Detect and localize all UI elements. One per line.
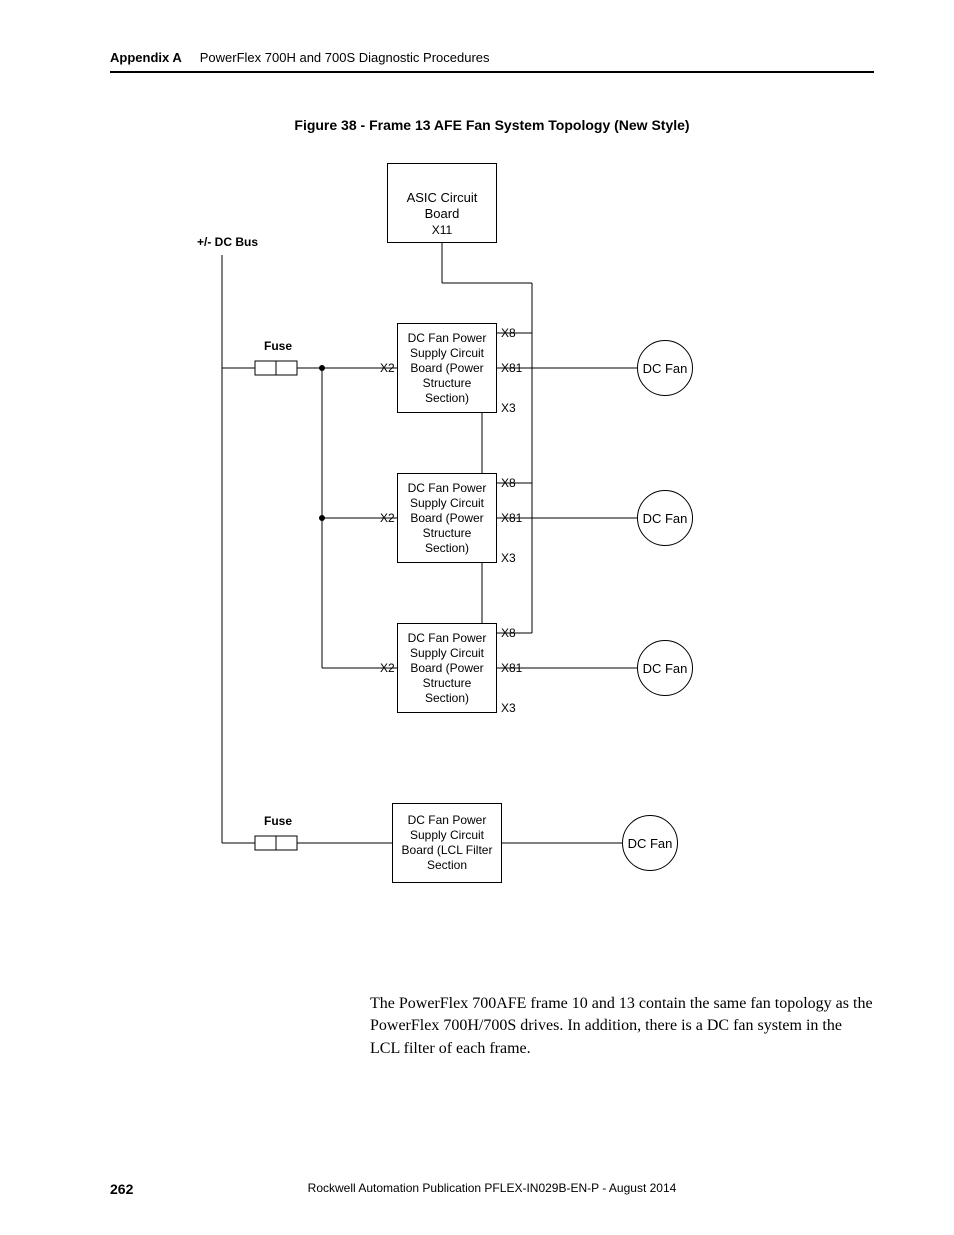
b1-x81: X81 <box>501 361 522 375</box>
page-footer: 262 Rockwell Automation Publication PFLE… <box>110 1181 874 1197</box>
lcl-board-text: DC Fan Power Supply Circuit Board (LCL F… <box>393 813 501 873</box>
b1-x8: X8 <box>501 326 516 340</box>
lcl-board: DC Fan Power Supply Circuit Board (LCL F… <box>392 803 502 883</box>
body-paragraph: The PowerFlex 700AFE frame 10 and 13 con… <box>370 993 874 1060</box>
asic-board-text: ASIC Circuit Board <box>388 184 496 223</box>
b1-x2: X2 <box>380 361 395 375</box>
dc-fan-2: DC Fan <box>637 490 693 546</box>
figure-title: Figure 38 - Frame 13 AFE Fan System Topo… <box>110 117 874 133</box>
b3-x3: X3 <box>501 701 516 715</box>
dc-fan-1-label: DC Fan <box>643 361 688 376</box>
asic-board-box: ASIC Circuit Board X11 <box>387 163 497 243</box>
dc-fan-3: DC Fan <box>637 640 693 696</box>
fan-board-3: DC Fan Power Supply Circuit Board (Power… <box>397 623 497 713</box>
dc-bus-label: +/- DC Bus <box>197 235 258 249</box>
header-rule <box>110 71 874 73</box>
diagram-area: +/- DC Bus Fuse Fuse ASIC Circuit Board … <box>192 163 792 943</box>
dc-fan-3-label: DC Fan <box>643 661 688 676</box>
b3-x2: X2 <box>380 661 395 675</box>
b2-x81: X81 <box>501 511 522 525</box>
fan-board-1: DC Fan Power Supply Circuit Board (Power… <box>397 323 497 413</box>
b2-x8: X8 <box>501 476 516 490</box>
b3-x81: X81 <box>501 661 522 675</box>
b3-x8: X8 <box>501 626 516 640</box>
header-title: PowerFlex 700H and 700S Diagnostic Proce… <box>200 50 490 65</box>
b2-x2: X2 <box>380 511 395 525</box>
publication-info: Rockwell Automation Publication PFLEX-IN… <box>110 1181 874 1195</box>
b2-x3: X3 <box>501 551 516 565</box>
fan-board-2: DC Fan Power Supply Circuit Board (Power… <box>397 473 497 563</box>
appendix-label: Appendix A <box>110 50 182 65</box>
dc-fan-4-label: DC Fan <box>628 836 673 851</box>
fan-board-3-text: DC Fan Power Supply Circuit Board (Power… <box>398 631 496 706</box>
dc-fan-4: DC Fan <box>622 815 678 871</box>
fan-board-1-text: DC Fan Power Supply Circuit Board (Power… <box>398 331 496 406</box>
page-header: Appendix A PowerFlex 700H and 700S Diagn… <box>110 50 874 65</box>
fuse-label-1: Fuse <box>264 339 292 353</box>
b1-x3: X3 <box>501 401 516 415</box>
dc-fan-2-label: DC Fan <box>643 511 688 526</box>
asic-x11-label: X11 <box>432 223 452 238</box>
dc-fan-1: DC Fan <box>637 340 693 396</box>
fan-board-2-text: DC Fan Power Supply Circuit Board (Power… <box>398 481 496 556</box>
fuse-label-2: Fuse <box>264 814 292 828</box>
